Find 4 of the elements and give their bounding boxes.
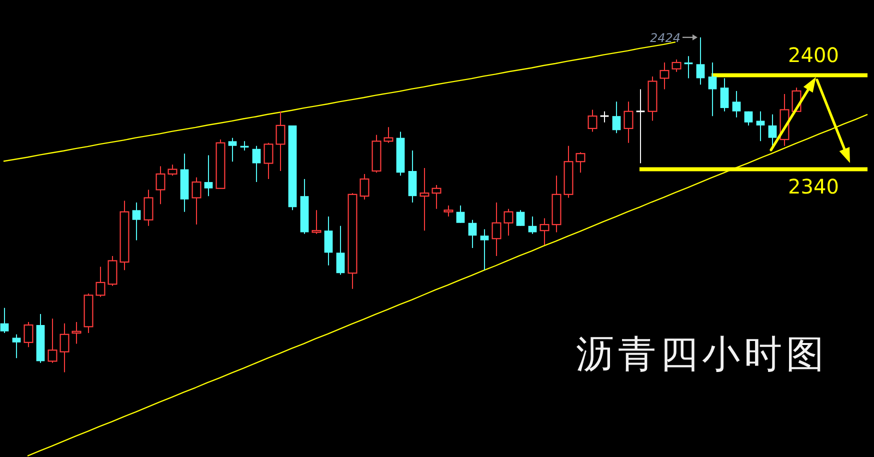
legend-label: 2340 xyxy=(788,174,839,198)
text: 沥青四小时图 xyxy=(576,332,828,376)
annotation: 2424 xyxy=(650,30,680,45)
series-label: 2400 xyxy=(788,43,839,68)
